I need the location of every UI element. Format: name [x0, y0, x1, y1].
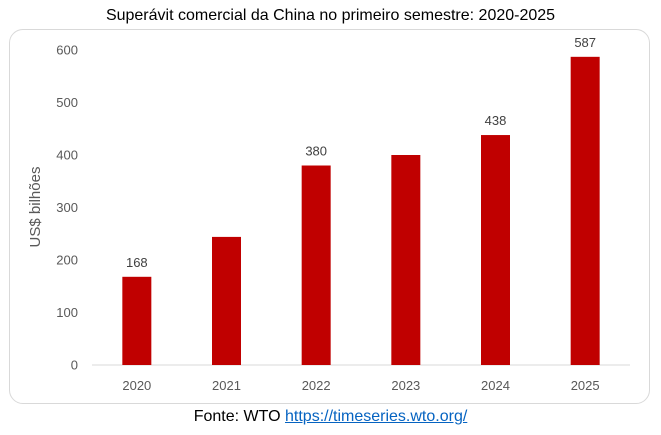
- data-label-2025: 587: [574, 35, 596, 50]
- y-tick-label: 600: [56, 43, 78, 58]
- y-tick-label: 0: [71, 358, 78, 373]
- y-tick-label: 100: [56, 305, 78, 320]
- x-tick-label: 2021: [212, 378, 241, 393]
- chart-title: Superávit comercial da China no primeiro…: [105, 7, 556, 24]
- y-axis-label: US$ bilhões: [27, 167, 44, 248]
- source-note: Fonte: WTO https://timeseries.wto.org/: [0, 408, 661, 426]
- bar-2025: [570, 56, 600, 365]
- bar-2022: [301, 165, 331, 365]
- y-tick-label: 200: [56, 253, 78, 268]
- bar-2024: [481, 135, 510, 365]
- x-tick-label: 2025: [571, 378, 600, 393]
- data-label-2024: 438: [485, 113, 507, 128]
- bar-2020: [122, 276, 152, 365]
- source-link[interactable]: https://timeseries.wto.org/: [285, 408, 468, 425]
- data-label-2020: 168: [126, 255, 148, 270]
- y-tick-label: 400: [56, 148, 78, 163]
- y-tick-label: 300: [56, 200, 78, 215]
- x-tick-label: 2023: [391, 378, 420, 393]
- bar-2021: [212, 236, 241, 365]
- x-tick-label: 2022: [302, 378, 331, 393]
- x-tick-label: 2024: [481, 378, 510, 393]
- data-label-2022: 380: [305, 144, 327, 159]
- source-prefix: Fonte: WTO: [193, 408, 281, 425]
- y-tick-label: 500: [56, 95, 78, 110]
- bar-2023: [391, 155, 421, 365]
- x-tick-label: 2020: [122, 378, 151, 393]
